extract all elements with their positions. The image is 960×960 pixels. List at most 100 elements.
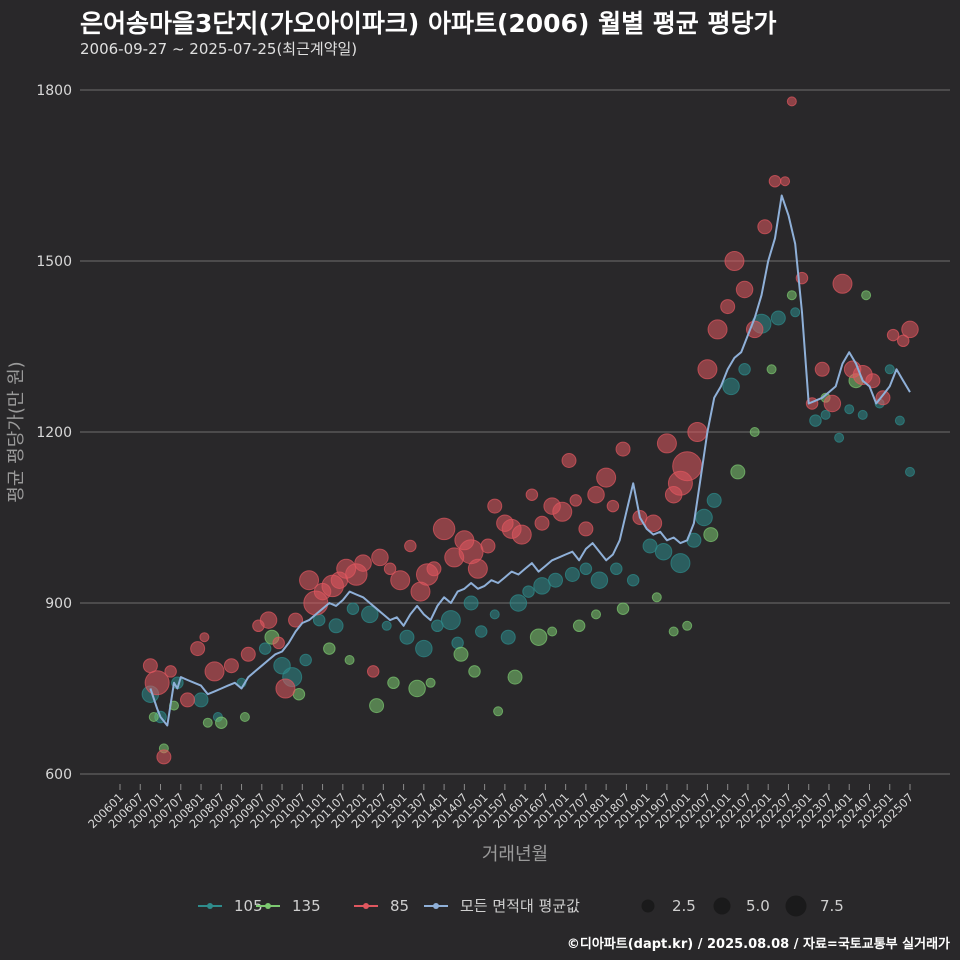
data-point-105 xyxy=(905,466,915,477)
data-point-85 xyxy=(587,485,605,504)
data-point-135 xyxy=(651,592,662,603)
data-point-85 xyxy=(552,501,573,522)
data-point-85 xyxy=(199,632,210,643)
data-point-105 xyxy=(548,572,564,588)
data-point-135 xyxy=(239,712,250,722)
data-point-85 xyxy=(525,488,539,501)
legend-key-dot-avg xyxy=(433,903,439,909)
data-point-105 xyxy=(328,618,344,634)
data-point-105 xyxy=(590,571,609,589)
data-point-85 xyxy=(432,517,456,541)
data-point-85 xyxy=(366,665,380,678)
data-point-105 xyxy=(522,585,535,598)
data-point-105 xyxy=(440,610,461,631)
data-point-85 xyxy=(896,334,910,348)
data-point-105 xyxy=(820,409,831,420)
axis-layer: 6009001200150018002006012006072007012007… xyxy=(36,83,916,831)
data-point-85 xyxy=(823,394,842,413)
y-axis-label: 평균 평당가(만 원) xyxy=(6,361,27,502)
data-point-135 xyxy=(730,464,746,480)
data-point-135 xyxy=(766,364,777,375)
data-point-85 xyxy=(865,373,881,389)
data-point-135 xyxy=(369,698,385,714)
data-point-135 xyxy=(148,712,159,722)
data-point-105 xyxy=(193,692,209,708)
data-point-85 xyxy=(596,467,617,488)
data-point-85 xyxy=(383,562,397,576)
data-point-105 xyxy=(790,307,801,318)
legend-size-label: 5.0 xyxy=(746,897,770,915)
data-point-135 xyxy=(547,626,558,637)
data-point-135 xyxy=(749,427,760,437)
data-point-85 xyxy=(606,499,620,513)
data-point-85 xyxy=(615,441,631,457)
data-point-135 xyxy=(425,677,436,688)
data-point-85 xyxy=(561,453,577,468)
data-point-135 xyxy=(703,527,719,543)
data-point-85 xyxy=(569,494,583,507)
data-point-135 xyxy=(387,676,400,690)
data-point-85 xyxy=(901,320,919,339)
chart-legend: 105 135 85 모든 면적대 평균값 2.5 5.0 7.5 xyxy=(198,895,844,917)
data-point-85 xyxy=(354,554,372,572)
legend-size-key xyxy=(713,897,731,915)
data-point-135 xyxy=(202,717,213,728)
data-point-135 xyxy=(668,626,679,637)
data-point-105 xyxy=(610,562,623,576)
data-point-85 xyxy=(720,299,736,315)
data-point-135 xyxy=(682,620,693,631)
average-line xyxy=(149,194,911,727)
legend-size-key xyxy=(785,895,807,917)
legend-label-135: 135 xyxy=(292,897,321,915)
data-point-105 xyxy=(722,377,740,396)
data-point-85 xyxy=(467,558,488,579)
data-point-105 xyxy=(381,620,392,631)
data-point-85 xyxy=(426,561,442,577)
data-point-85 xyxy=(156,749,172,765)
source-credit: ©디아파트(dapt.kr) / 2025.08.08 / 자료=국토교통부 실… xyxy=(566,937,950,952)
data-point-105 xyxy=(399,629,415,645)
data-point-85 xyxy=(223,658,239,674)
data-point-135 xyxy=(408,679,426,698)
y-tick-label: 1200 xyxy=(36,425,72,441)
data-point-105 xyxy=(884,364,895,375)
data-point-85 xyxy=(735,280,754,299)
data-point-85 xyxy=(534,515,550,531)
legend-label-85: 85 xyxy=(390,897,409,915)
data-point-85 xyxy=(404,539,417,553)
data-point-85 xyxy=(656,433,677,454)
data-point-105 xyxy=(474,625,488,638)
data-point-105 xyxy=(415,639,433,658)
data-point-105 xyxy=(857,409,868,420)
data-point-85 xyxy=(390,570,411,591)
data-point-85 xyxy=(180,692,196,708)
data-point-135 xyxy=(591,609,602,620)
legend-key-dot-135 xyxy=(265,903,271,909)
data-point-85 xyxy=(745,320,764,339)
data-point-85 xyxy=(204,661,225,682)
chart-subtitle: 2006-09-27 ~ 2025-07-25(최근계약일) xyxy=(80,40,358,58)
data-point-105 xyxy=(509,594,528,612)
data-point-85 xyxy=(480,538,496,554)
y-tick-label: 900 xyxy=(45,596,72,612)
legend-size-label: 2.5 xyxy=(672,897,696,915)
data-point-105 xyxy=(346,602,360,615)
data-point-85 xyxy=(780,176,791,187)
data-point-135 xyxy=(493,706,504,717)
data-point-85 xyxy=(240,646,256,662)
data-point-85 xyxy=(371,548,389,567)
data-point-105 xyxy=(564,567,580,582)
legend-size-label: 7.5 xyxy=(820,897,844,915)
data-point-85 xyxy=(672,451,703,482)
data-point-85 xyxy=(832,273,853,294)
average-line-layer xyxy=(149,194,911,727)
data-point-85 xyxy=(288,612,304,628)
data-point-135 xyxy=(861,290,872,301)
data-point-85 xyxy=(886,328,900,342)
data-point-85 xyxy=(724,251,745,271)
data-point-105 xyxy=(500,629,516,645)
data-point-105 xyxy=(809,414,822,427)
data-point-85 xyxy=(814,361,830,377)
data-point-105 xyxy=(533,577,551,595)
